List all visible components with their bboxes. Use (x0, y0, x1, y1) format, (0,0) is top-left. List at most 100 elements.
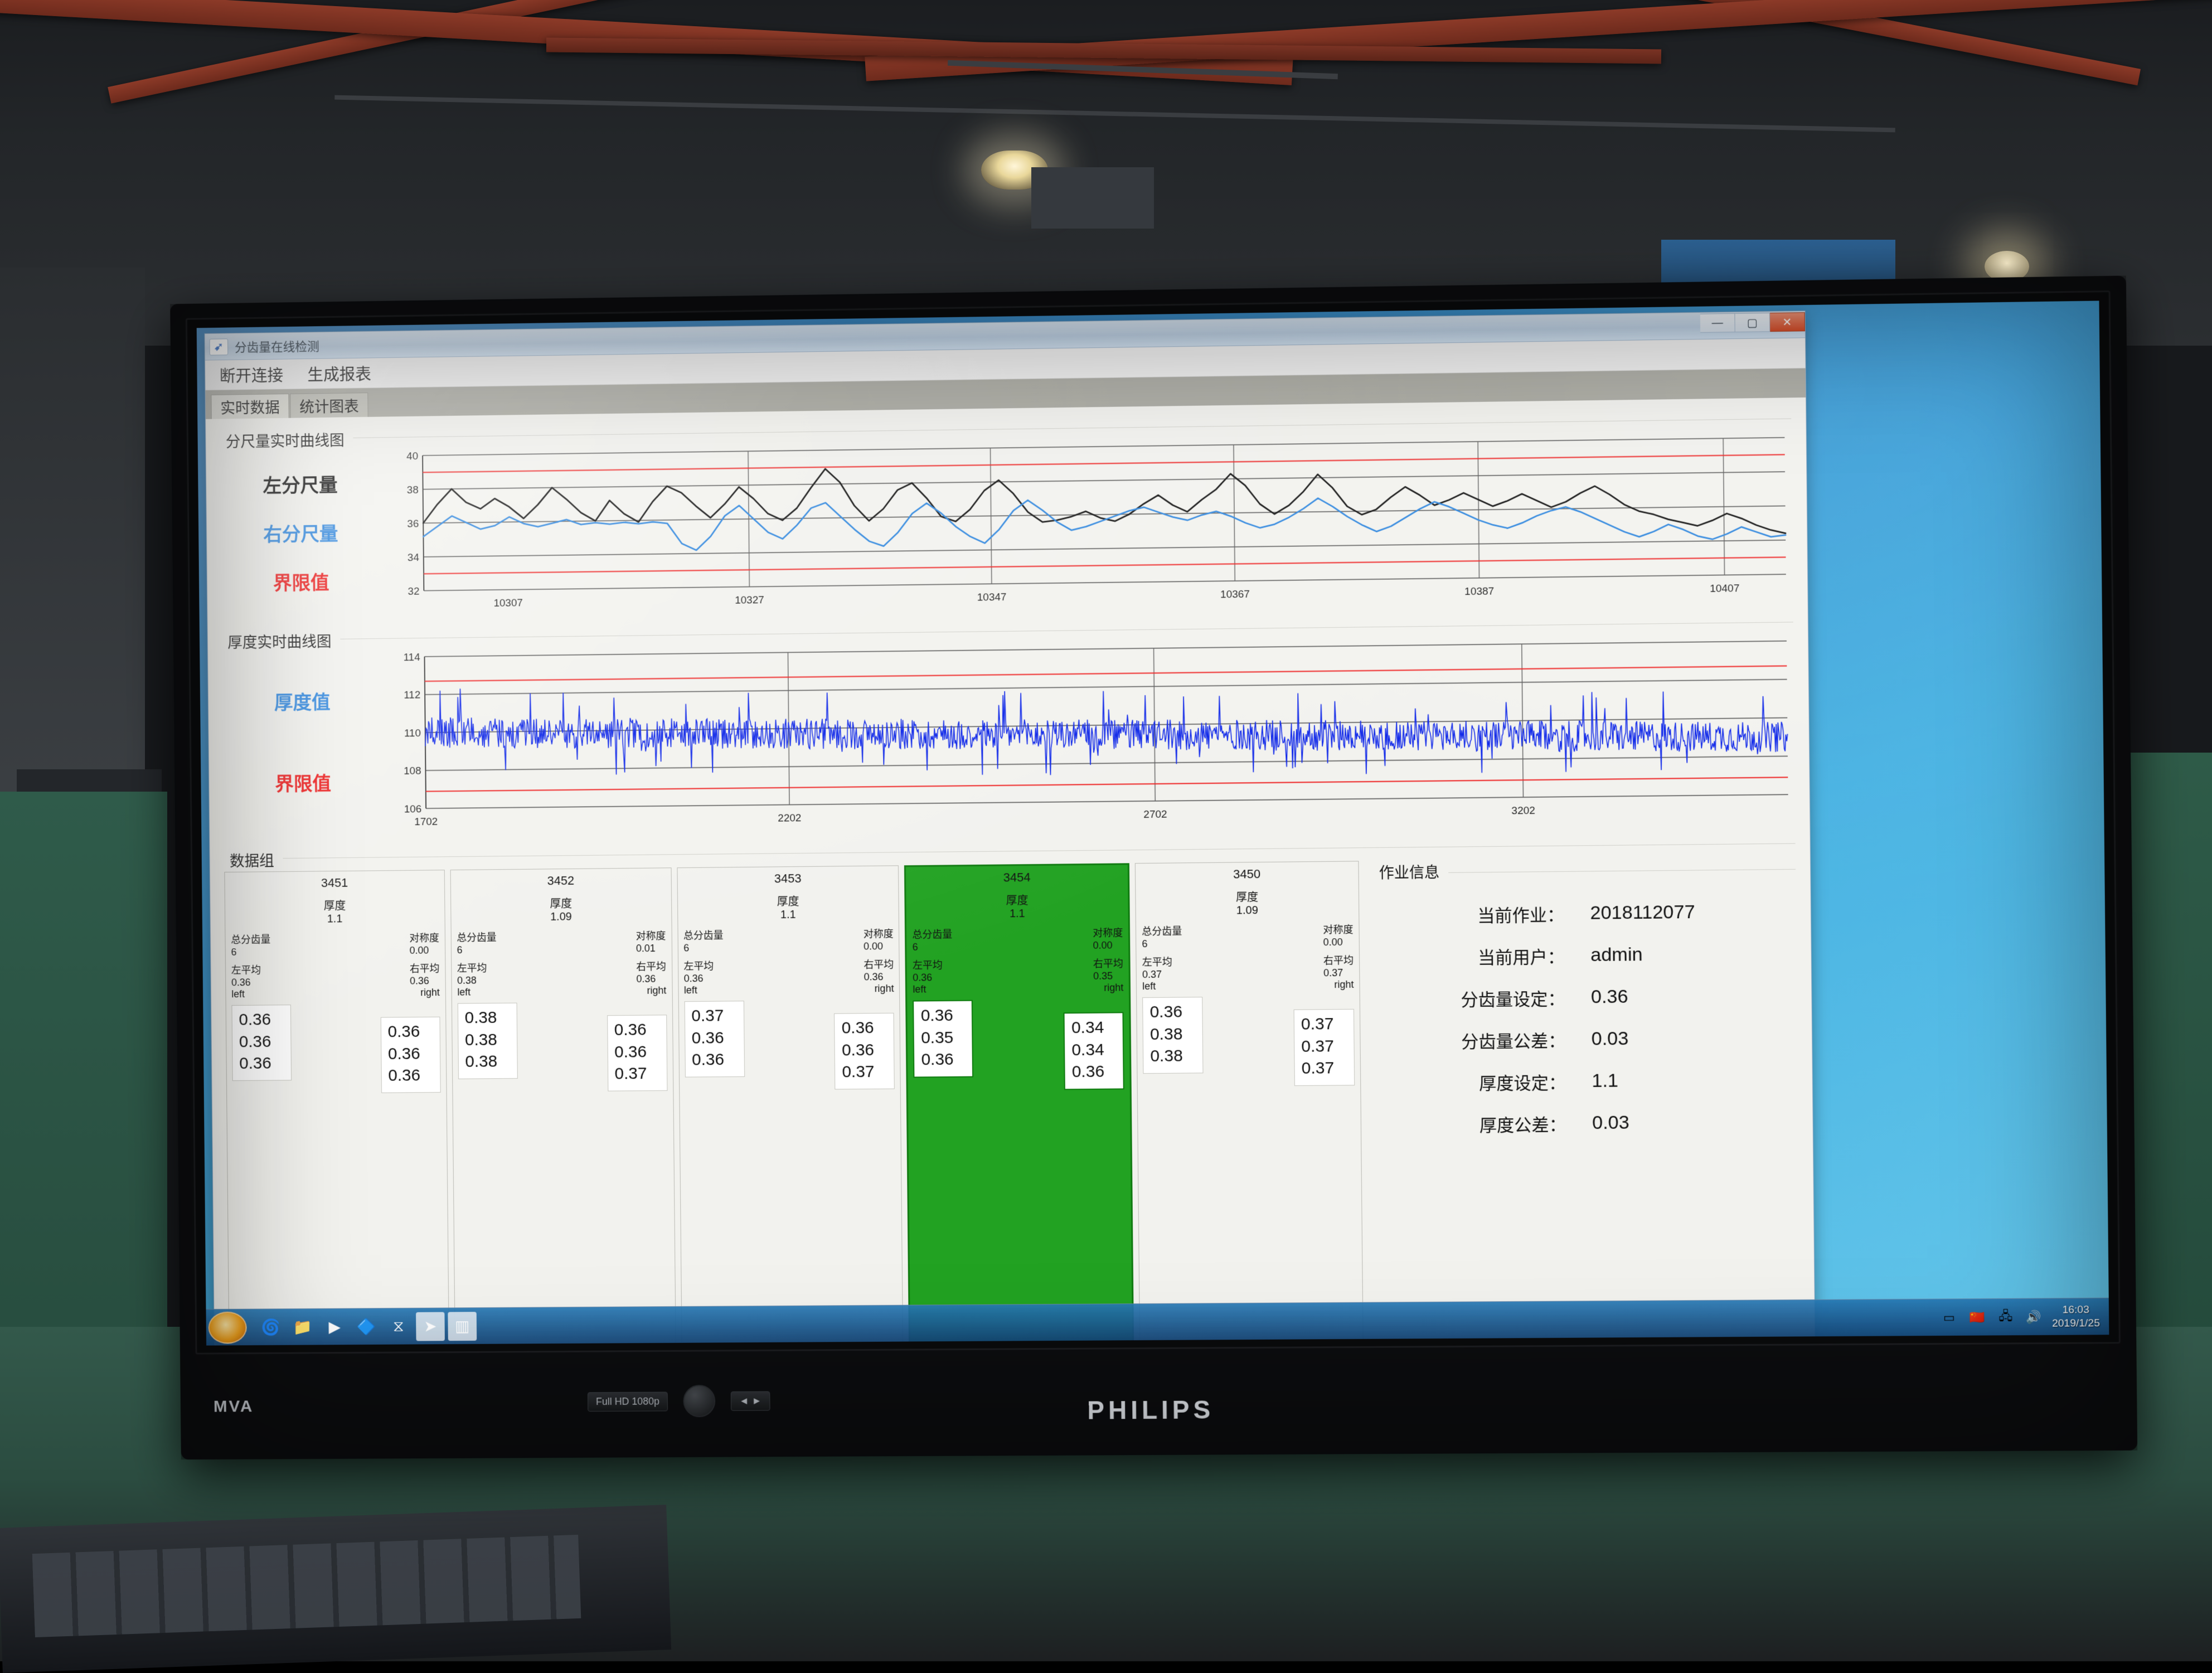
tab-realtime-data[interactable]: 实时数据 (211, 394, 289, 419)
taskbar-office-icon[interactable]: ▥ (448, 1312, 477, 1341)
y-tick-label: 34 (408, 552, 419, 564)
divider (340, 622, 1793, 639)
value-cell: 0.36 (387, 1021, 433, 1043)
y-tick-label: 106 (404, 803, 421, 815)
value-cell: 0.38 (465, 1050, 510, 1073)
volume-icon[interactable]: 🔊 (2024, 1308, 2044, 1325)
value-cell: 0.36 (239, 1030, 284, 1053)
taskbar-folder-icon[interactable]: 📁 (288, 1312, 317, 1341)
value-cell: 0.34 (1071, 1016, 1116, 1039)
y-tick-label: 38 (407, 484, 419, 496)
close-button[interactable]: ✕ (1770, 312, 1805, 332)
application-window: ➹ 分齿量在线检测 — ▢ ✕ 断开连接 生成报表 实时数据 统计图表 分尺 (205, 311, 1816, 1345)
y-tick-label: 114 (404, 652, 420, 663)
taskbar-tsufenc-icon[interactable]: ➤ (416, 1312, 445, 1341)
x-tick-label: 2202 (778, 812, 801, 824)
language-icon[interactable]: 🇨🇳 (1967, 1309, 1988, 1326)
value-cell: 0.38 (1150, 1045, 1196, 1067)
monitor-power-button[interactable] (683, 1385, 715, 1417)
value-cell: 0.34 (1071, 1039, 1116, 1061)
data-group-title: 数据组 (230, 848, 274, 870)
tab-statistics-chart[interactable]: 统计图表 (290, 392, 368, 418)
maximize-button[interactable]: ▢ (1735, 313, 1770, 332)
value-cell: 0.38 (465, 1029, 510, 1051)
network-icon[interactable]: 🖧 (1995, 1308, 2016, 1325)
value-cell: 0.36 (388, 1042, 433, 1065)
value-cell: 0.37 (1301, 1035, 1347, 1058)
x-tick-label: 1702 (414, 816, 438, 828)
minimize-button[interactable]: — (1700, 313, 1735, 333)
x-tick-label: 2702 (1143, 809, 1167, 821)
job-info-key: 厚度设定： (1381, 1069, 1566, 1095)
job-info-value: 2018112077 (1590, 901, 1695, 924)
start-orb-icon[interactable] (208, 1311, 246, 1344)
limit-line (423, 454, 1784, 472)
value-cell: 0.37 (614, 1063, 660, 1085)
value-cell: 0.36 (842, 1039, 887, 1061)
menu-item-disconnect[interactable]: 断开连接 (220, 362, 284, 386)
y-tick-label: 112 (404, 690, 420, 701)
job-info-key: 当前用户： (1380, 943, 1565, 969)
taskbar-app-icon[interactable]: 🔷 (352, 1312, 381, 1341)
card-left-label: left (913, 984, 926, 995)
x-tick-label: 10307 (493, 597, 522, 609)
job-info-row: 厚度公差：0.03 (1381, 1109, 1798, 1137)
value-cell: 0.36 (388, 1064, 433, 1087)
card-id: 3450 (1141, 866, 1353, 882)
taskbar-internet-explorer-icon[interactable]: 🌀 (256, 1313, 285, 1342)
value-cell: 0.36 (921, 1049, 966, 1071)
legend-right-gauge: 右分尺量 (263, 518, 338, 546)
value-cell: 0.36 (841, 1017, 887, 1039)
panel-type-label: MVA (214, 1397, 254, 1416)
divider (1448, 869, 1796, 873)
value-cell: 0.37 (842, 1061, 887, 1083)
card-right-label: right (1323, 979, 1354, 991)
card-id: 3453 (683, 870, 893, 887)
x-tick-label: 10327 (735, 594, 764, 607)
show-desktop-icon[interactable]: ▭ (1939, 1309, 1959, 1326)
card-right-label: right (410, 987, 440, 999)
system-tray: ▭ 🇨🇳 🖧 🔊 16:03 2019/1/25 (1939, 1303, 2109, 1331)
value-cell: 0.36 (614, 1019, 660, 1041)
value-cell: 0.37 (1301, 1057, 1347, 1079)
x-tick-label: 10367 (1220, 589, 1250, 601)
divider (283, 843, 1795, 859)
y-tick-label: 32 (408, 586, 420, 598)
menu-item-generate-report[interactable]: 生成报表 (307, 361, 371, 385)
job-info-row: 当前作业：2018112077 (1379, 899, 1796, 928)
job-info-value: 0.03 (1591, 1028, 1628, 1050)
y-tick-label: 36 (407, 518, 419, 530)
taskbar-media-player-icon[interactable]: ▶ (320, 1312, 349, 1341)
taskbar-clock[interactable]: 16:03 2019/1/25 (2052, 1303, 2100, 1330)
value-cell: 0.37 (691, 1005, 737, 1027)
taskbar-visual-studio-icon[interactable]: ⧖ (384, 1312, 413, 1341)
job-info-value: 0.03 (1592, 1112, 1629, 1134)
